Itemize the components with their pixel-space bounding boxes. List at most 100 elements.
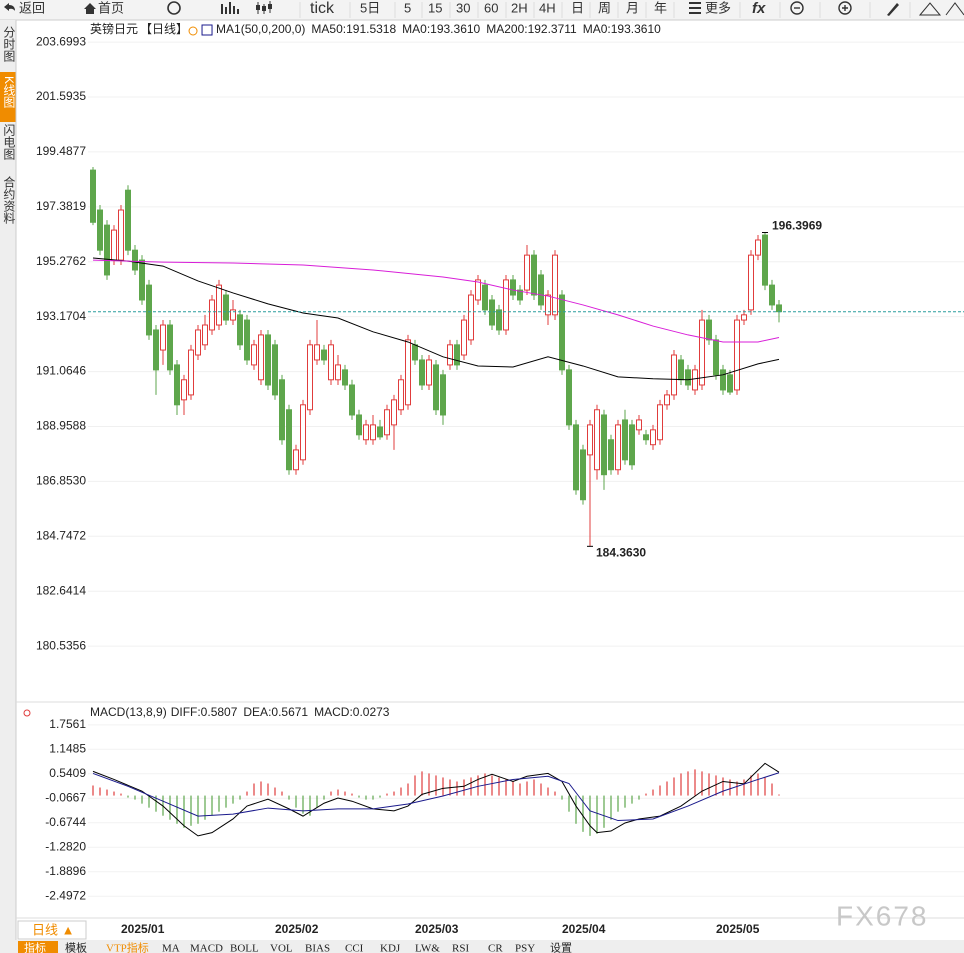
toolbar-button[interactable]: 30: [456, 0, 470, 15]
candle-body: [111, 229, 117, 261]
candle-body: [503, 279, 509, 331]
toolbar-button[interactable]: 60: [484, 0, 498, 15]
y-tick-label: 188.9588: [36, 419, 86, 433]
bottom-tab[interactable]: 设置: [550, 942, 572, 953]
zoom-in-icon[interactable]: [838, 1, 852, 15]
toolbar-button[interactable]: 首页: [98, 0, 124, 15]
candle-body: [314, 344, 320, 361]
pencil-icon[interactable]: [887, 3, 899, 16]
candle-body: [125, 189, 131, 251]
bars-icon[interactable]: [221, 2, 239, 14]
candle-body: [517, 289, 523, 301]
bottom-tab[interactable]: LW&: [415, 943, 440, 953]
y-tick-label: 193.1704: [36, 309, 86, 323]
candle-body: [419, 359, 425, 386]
toolbar: [0, 0, 964, 20]
candle-body: [384, 409, 390, 436]
toolbar-button[interactable]: 更多: [705, 0, 731, 15]
toolbar-button[interactable]: 年: [654, 0, 667, 15]
chart-title: MACD(13,8,9): [90, 705, 167, 719]
triangle-icon[interactable]: [918, 2, 942, 16]
bottom-tab[interactable]: CCI: [345, 943, 364, 953]
legend-entry: MACD:0.0273: [314, 705, 390, 719]
side-tab[interactable]: 合约资料: [2, 175, 16, 224]
bottom-tab[interactable]: KDJ: [380, 943, 401, 953]
bottom-tab[interactable]: 模板: [65, 941, 87, 953]
bottom-tab[interactable]: MA: [162, 943, 180, 953]
candle-body: [356, 414, 362, 436]
candle-body: [146, 284, 152, 336]
refresh-icon[interactable]: [167, 1, 181, 15]
bottom-tab[interactable]: RSI: [452, 943, 469, 953]
bottom-tab[interactable]: BIAS: [305, 943, 330, 953]
candle-body: [321, 349, 327, 361]
toolbar-button[interactable]: 返回: [19, 0, 45, 15]
y-tick-label: 1.7561: [49, 717, 86, 731]
zoom-out-icon[interactable]: [790, 1, 804, 15]
candle-body: [524, 254, 530, 291]
side-tab-active: [0, 72, 16, 122]
toolbar-button[interactable]: 4H: [539, 0, 556, 15]
candle-body: [258, 334, 264, 381]
back-icon: [4, 3, 15, 11]
toolbar-button[interactable]: 2H: [511, 0, 528, 15]
chart-title: 英镑日元: [90, 21, 138, 36]
watermark: FX678: [836, 900, 929, 931]
bottom-tab[interactable]: 指标: [24, 941, 46, 953]
candle-body: [538, 274, 544, 306]
candle-body: [349, 384, 355, 416]
toolbar-button[interactable]: 15: [428, 0, 442, 15]
candle-body: [489, 299, 495, 326]
toolbar-button[interactable]: 日: [571, 0, 584, 15]
candle-body: [482, 284, 488, 311]
bottom-tab-active: [18, 941, 58, 953]
y-tick-label: 186.8530: [36, 474, 86, 488]
bottom-tab[interactable]: MACD: [190, 943, 223, 953]
candle-body: [363, 424, 369, 441]
candle-body: [496, 309, 502, 331]
macd-line: [92, 762, 780, 837]
candle-body: [244, 319, 250, 361]
bottom-tab[interactable]: VOL: [270, 943, 293, 953]
candle-body: [433, 364, 439, 411]
toolbar-button[interactable]: 月: [626, 0, 639, 15]
candle-body: [132, 249, 138, 271]
candle-body: [160, 324, 166, 351]
candle-body: [153, 329, 159, 371]
candle-body: [692, 369, 698, 391]
side-tab[interactable]: 闪电图: [2, 124, 16, 160]
fx-icon[interactable]: fx: [752, 0, 766, 17]
toolbar-button[interactable]: 5日: [360, 0, 380, 15]
bottom-tab[interactable]: PSY: [515, 943, 535, 953]
candle-body: [762, 234, 768, 286]
toolbar-button[interactable]: 周: [598, 0, 611, 15]
side-tab[interactable]: K线图: [2, 76, 16, 108]
toolbar-button[interactable]: tick: [310, 0, 335, 17]
candle-body: [405, 339, 411, 406]
candle-body: [769, 284, 775, 306]
candle-body: [342, 369, 348, 386]
candle-body: [265, 334, 271, 386]
y-tick-label: 201.5935: [36, 89, 86, 103]
more-icon: [689, 2, 701, 14]
candle-body: [398, 379, 404, 411]
candle-icon-body: [256, 5, 260, 10]
candle-body: [90, 169, 96, 223]
toolbar-button[interactable]: 5: [404, 0, 411, 15]
candle-body: [622, 419, 628, 461]
candle-body: [426, 359, 432, 386]
triangle-icon[interactable]: [945, 2, 964, 16]
candle-body: [174, 364, 180, 406]
bottom-tab[interactable]: VTP指标: [106, 941, 149, 953]
period-button-box[interactable]: [17, 920, 87, 940]
candle-body: [671, 354, 677, 396]
candle-body: [412, 344, 418, 361]
bottom-tab[interactable]: BOLL: [230, 943, 259, 953]
candle-icon-body: [268, 4, 272, 9]
period-button[interactable]: 日线 ▲: [32, 922, 74, 937]
candle-body: [587, 424, 593, 456]
side-tab[interactable]: 分时图: [2, 26, 16, 62]
bottom-tab[interactable]: CR: [488, 943, 503, 953]
macd-settings-icon[interactable]: [23, 709, 31, 717]
candle-body: [664, 394, 670, 406]
